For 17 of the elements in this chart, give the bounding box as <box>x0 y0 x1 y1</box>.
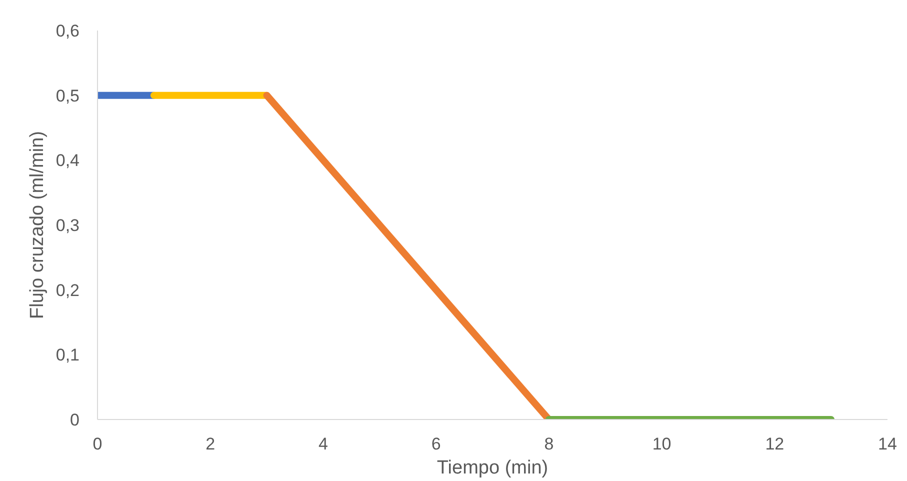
y-tick-label: 0,2 <box>56 280 80 300</box>
y-tick-label: 0,3 <box>56 216 80 235</box>
y-tick-label: 0,4 <box>56 151 80 170</box>
y-tick-label: 0 <box>70 410 80 430</box>
y-axis-title: Flujo cruzado (ml/min) <box>26 131 48 319</box>
x-tick-label: 8 <box>544 434 554 454</box>
x-axis-title: Tiempo (min) <box>436 458 548 478</box>
y-tick-label: 0,6 <box>56 22 80 40</box>
y-tick-label: 0,1 <box>56 346 80 365</box>
x-tick-label: 0 <box>92 434 102 454</box>
x-tick-label: 6 <box>431 434 441 454</box>
x-tick-label: 12 <box>765 434 784 454</box>
x-tick-label: 2 <box>206 434 216 454</box>
x-tick-label: 10 <box>652 434 672 454</box>
x-tick-label: 4 <box>318 434 328 454</box>
y-tick-label: 0,5 <box>56 86 80 106</box>
x-tick-label: 14 <box>878 434 897 454</box>
